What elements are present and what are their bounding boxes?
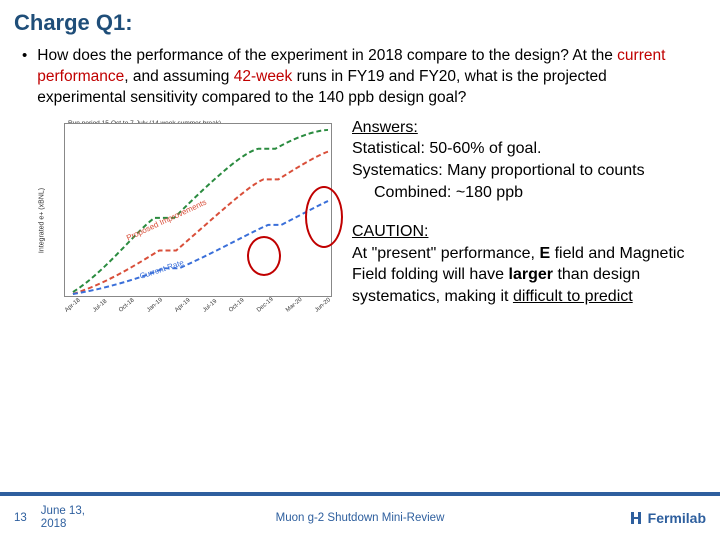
caution-bold2: larger: [509, 266, 553, 283]
chart-x-tick: Jul-19: [202, 298, 218, 313]
caution-block: CAUTION: At "present" performance, E fie…: [352, 221, 708, 307]
slide-number: 13: [14, 512, 27, 524]
footer-title: Muon g-2 Shutdown Mini-Review: [276, 512, 445, 524]
chart: Run period 15-Oct to 7-July (14 week sum…: [40, 117, 338, 317]
chart-line-red: [73, 151, 328, 293]
answers-heading: Answers:: [352, 119, 418, 136]
caution-heading: CAUTION:: [352, 223, 428, 240]
bullet-dot: •: [22, 46, 27, 109]
fermilab-logo: Fermilab: [628, 510, 706, 526]
fermilab-logo-text: Fermilab: [648, 510, 706, 526]
chart-x-tick: Jul-18: [92, 298, 108, 313]
chart-x-tick: Mar-20: [285, 297, 303, 314]
bullet-red2: 42-week: [234, 68, 297, 85]
chart-x-tick: Jan-19: [146, 297, 164, 313]
caution-bold1: E: [539, 245, 554, 262]
bullet-mid: , and assuming: [124, 68, 233, 85]
answers-combined-label: Combined:: [374, 184, 451, 201]
chart-y-label: Integrated e+ (xBNL): [39, 188, 46, 253]
chart-x-tick: Dec-19: [256, 296, 275, 313]
footer: 13 June 13, 2018 Muon g-2 Shutdown Mini-…: [0, 492, 720, 540]
chart-oval-1: [247, 236, 281, 276]
answers-line2: Systematics: Many proportional to counts: [352, 162, 645, 179]
chart-x-tick: Oct-19: [228, 297, 246, 313]
chart-line-blue: [73, 201, 328, 294]
chart-x-tick: Apr-19: [174, 297, 192, 313]
bullet-pre: How does the performance of the experime…: [37, 47, 617, 64]
right-column: Answers: Statistical: 50-60% of goal. Sy…: [352, 117, 708, 317]
answers-combined-val: ~180 ppb: [451, 184, 523, 201]
caution-pre: At "present" performance,: [352, 245, 539, 262]
chart-x-tick: Jun-20: [314, 297, 332, 313]
slide-title: Charge Q1:: [0, 0, 720, 42]
chart-oval-2: [305, 186, 343, 248]
chart-x-tick: Oct-18: [118, 297, 136, 313]
bullet-item: • How does the performance of the experi…: [0, 42, 720, 115]
answers-block: Answers: Statistical: 50-60% of goal. Sy…: [352, 117, 708, 203]
answers-line1: Statistical: 50-60% of goal.: [352, 140, 541, 157]
chart-x-ticks: Apr-18Jul-18Oct-18Jan-19Apr-19Jul-19Oct-…: [64, 309, 332, 315]
content-row: Run period 15-Oct to 7-July (14 week sum…: [0, 115, 720, 317]
caution-end: difficult to predict: [513, 288, 633, 305]
bullet-text: How does the performance of the experime…: [37, 46, 692, 109]
chart-x-tick: Apr-18: [64, 297, 82, 313]
chart-plot-area: Proposed Improvements Current Rate: [64, 123, 332, 297]
footer-date: June 13, 2018: [41, 505, 101, 531]
fermilab-logo-icon: [628, 510, 644, 526]
chart-line-green: [73, 130, 328, 292]
